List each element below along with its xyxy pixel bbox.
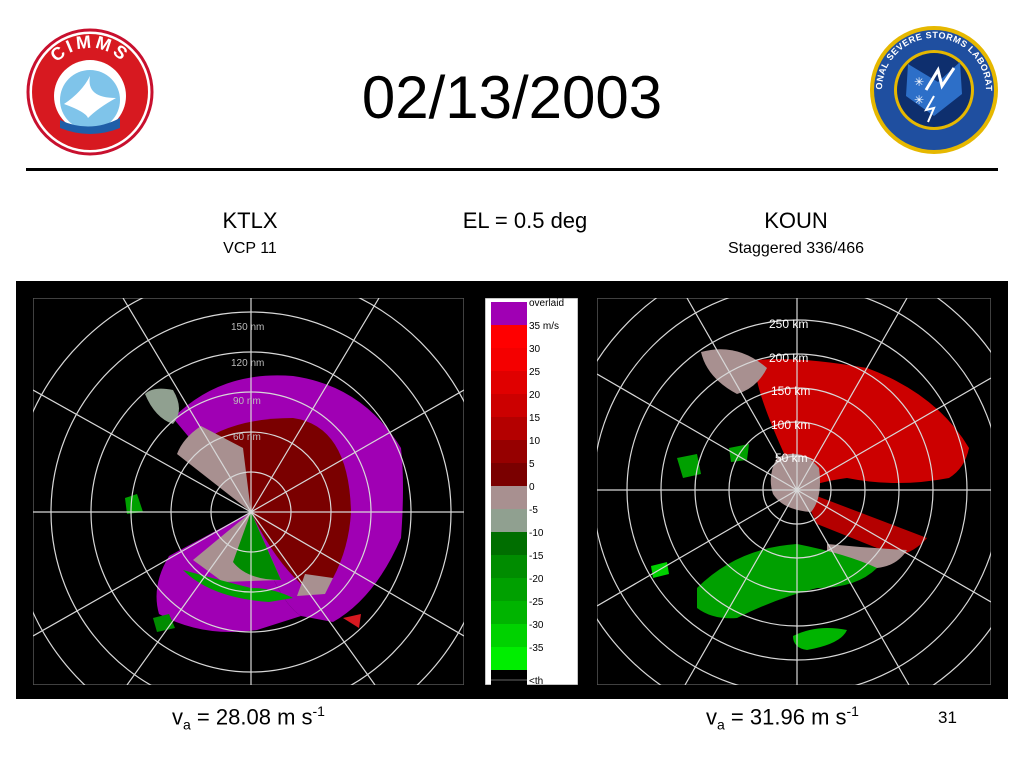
color-scale-label: -30 [529,620,544,631]
ktlx-velocity-echoes [125,375,403,632]
title-divider [26,168,998,171]
ktlx-va-unit: m s [277,704,313,730]
color-scale-label: 30 [529,344,541,355]
ktlx-velocity-ppi: 150 nm 120 nm 90 nm 60 nm [33,298,464,685]
color-scale-label: -25 [529,597,544,608]
color-scale-label: <th [529,676,543,685]
ktlx-va-exponent: -1 [312,703,325,719]
color-scale-label: -20 [529,574,544,585]
color-swatch [491,463,527,486]
color-scale-label: 0 [529,482,535,493]
page-number: 31 [938,708,957,727]
color-swatch [491,394,527,417]
color-swatch [491,440,527,463]
koun-va-exponent: -1 [846,703,859,719]
elevation-label: EL = 0.5 deg [462,208,588,233]
koun-velocity-ppi: 250 km 200 km 150 km 100 km 50 km [597,298,991,685]
koun-velocity-echoes [651,349,969,650]
color-swatch [491,624,527,647]
color-swatch [491,371,527,394]
color-swatch [491,647,527,670]
svg-text:✳: ✳ [914,93,924,107]
color-scale-label: -15 [529,551,544,562]
ktlx-azimuth-spokes [33,298,464,685]
color-swatch [491,325,527,348]
color-swatch [491,670,527,685]
velocity-color-swatches [491,302,527,685]
color-scale-label: 5 [529,459,535,470]
koun-va-value: 31.96 [749,704,805,730]
ktlx-nyquist-velocity: va = 28.08 m s-1 [172,703,325,733]
velocity-color-scale: overlaid 35 m/s 30 25 20 15 10 5 0 -5 -10 -15 -20 -25… [485,298,578,685]
cimms-logo: CIMMS [26,28,154,156]
koun-range-label: 200 km [769,351,808,365]
color-swatch [491,578,527,601]
ktlx-range-label: 90 nm [233,396,261,407]
color-swatch [491,417,527,440]
koun-range-label: 150 km [771,384,810,398]
color-swatch [491,509,527,532]
color-scale-label: -10 [529,528,544,539]
color-swatch [491,302,527,325]
color-scale-label: -5 [529,505,538,516]
slide-title: 02/13/2003 [361,64,663,131]
koun-nyquist-velocity: va = 31.96 m s-1 [706,703,859,733]
nssl-logo: ✳ ✳ NATIONAL SEVERE STORMS LABORATORY [868,24,998,154]
color-scale-label: 35 m/s [529,321,559,332]
color-scale-label: 15 [529,413,541,424]
svg-text:✳: ✳ [914,75,924,89]
koun-azimuth-spokes [597,298,991,685]
koun-range-label: 250 km [769,317,808,331]
color-swatch [491,486,527,509]
koun-radar-name: KOUN [764,208,828,233]
ktlx-range-label: 150 nm [231,322,264,333]
color-scale-label: 20 [529,390,541,401]
ktlx-vcp-label: VCP 11 [223,240,277,257]
color-scale-label: 10 [529,436,541,447]
color-swatch [491,532,527,555]
color-swatch [491,555,527,578]
koun-range-label: 50 km [775,451,808,465]
color-swatch [491,601,527,624]
color-scale-label: overlaid [529,298,564,309]
koun-range-label: 100 km [771,418,810,432]
koun-scan-label: Staggered 336/466 [727,240,865,257]
color-swatch [491,348,527,371]
ktlx-radar-name: KTLX [222,208,278,233]
color-scale-label: -35 [529,643,544,654]
ktlx-range-label: 60 nm [233,432,261,443]
color-scale-label: 25 [529,367,541,378]
ktlx-va-value: 28.08 [215,704,271,730]
koun-va-unit: m s [811,704,847,730]
ktlx-range-label: 120 nm [231,358,264,369]
